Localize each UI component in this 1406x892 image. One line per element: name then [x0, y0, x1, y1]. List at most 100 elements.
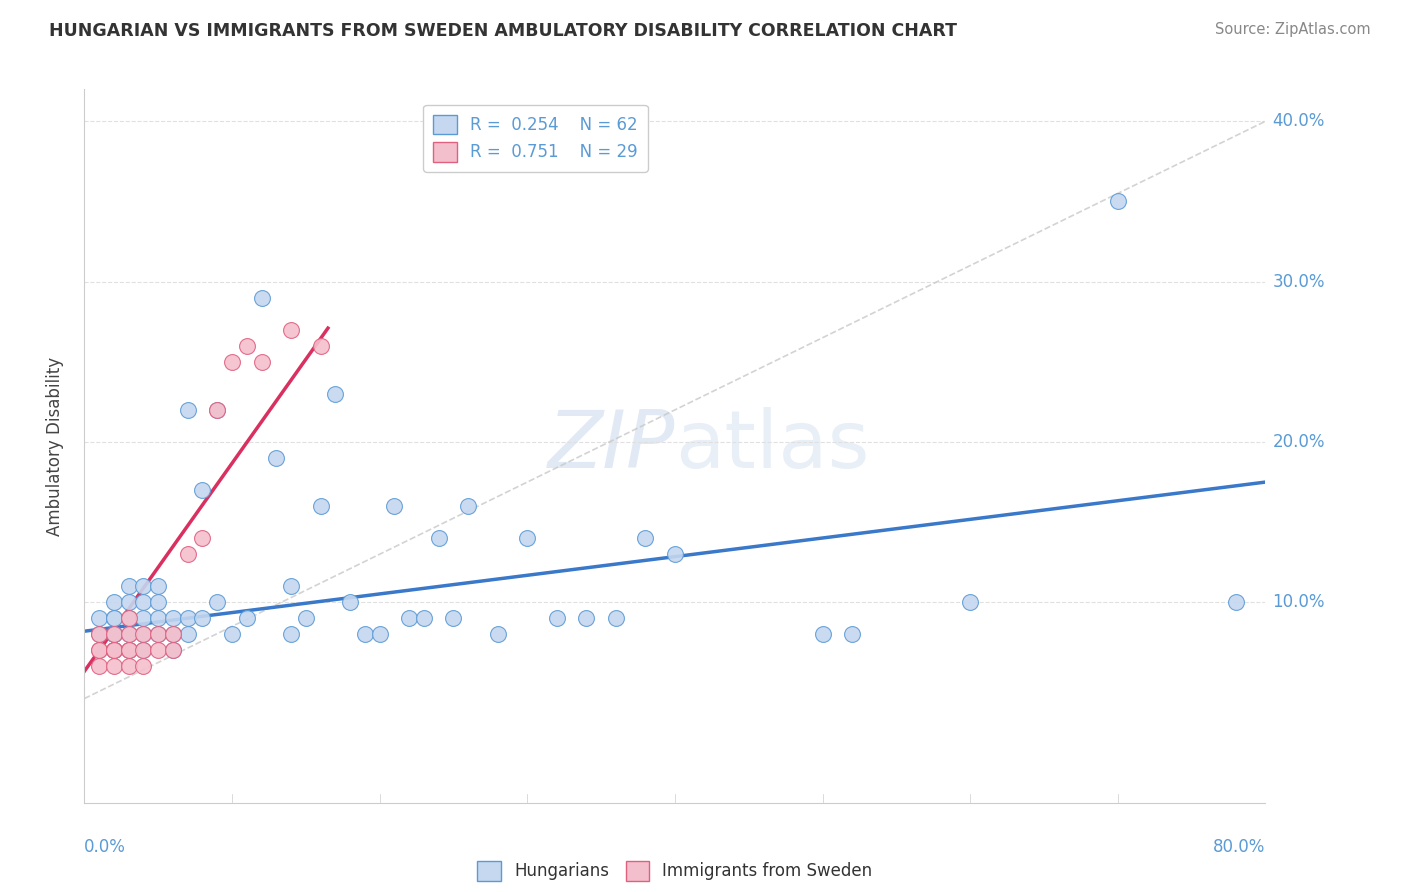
Point: [205, 403, 228, 417]
Text: 0.0%: 0.0%: [84, 838, 127, 856]
Point: [516, 531, 538, 545]
Point: [191, 611, 214, 625]
Point: [457, 499, 479, 513]
Point: [162, 643, 184, 657]
Point: [235, 339, 259, 353]
Point: [103, 627, 125, 641]
Point: [148, 595, 170, 609]
Point: [205, 403, 228, 417]
Point: [87, 627, 111, 641]
Point: [103, 611, 125, 625]
Point: [118, 643, 141, 657]
Point: [1225, 595, 1247, 609]
Point: [280, 579, 302, 593]
Text: HUNGARIAN VS IMMIGRANTS FROM SWEDEN AMBULATORY DISABILITY CORRELATION CHART: HUNGARIAN VS IMMIGRANTS FROM SWEDEN AMBU…: [49, 22, 957, 40]
Point: [132, 579, 155, 593]
Point: [87, 611, 111, 625]
Point: [132, 627, 155, 641]
Point: [605, 611, 627, 625]
Point: [486, 627, 509, 641]
Point: [382, 499, 406, 513]
Point: [441, 611, 464, 625]
Point: [103, 643, 125, 657]
Point: [148, 579, 170, 593]
Point: [148, 627, 170, 641]
Text: 20.0%: 20.0%: [1272, 433, 1324, 451]
Point: [132, 659, 155, 673]
Text: 80.0%: 80.0%: [1213, 838, 1265, 856]
Point: [103, 627, 125, 641]
Text: ZIP: ZIP: [547, 407, 675, 485]
Point: [132, 643, 155, 657]
Point: [339, 595, 361, 609]
Point: [841, 627, 863, 641]
Point: [148, 643, 170, 657]
Point: [103, 643, 125, 657]
Point: [354, 627, 377, 641]
Point: [118, 627, 141, 641]
Point: [118, 595, 141, 609]
Point: [87, 627, 111, 641]
Point: [221, 627, 243, 641]
Point: [118, 579, 141, 593]
Point: [1107, 194, 1129, 209]
Point: [103, 659, 125, 673]
Point: [87, 643, 111, 657]
Point: [132, 611, 155, 625]
Y-axis label: Ambulatory Disability: Ambulatory Disability: [45, 357, 63, 535]
Point: [811, 627, 834, 641]
Point: [177, 403, 200, 417]
Point: [205, 595, 228, 609]
Legend: Hungarians, Immigrants from Sweden: Hungarians, Immigrants from Sweden: [471, 855, 879, 888]
Text: atlas: atlas: [675, 407, 869, 485]
Point: [413, 611, 436, 625]
Point: [191, 483, 214, 497]
Point: [295, 611, 318, 625]
Point: [546, 611, 568, 625]
Point: [221, 355, 243, 369]
Point: [148, 627, 170, 641]
Point: [87, 643, 111, 657]
Point: [398, 611, 420, 625]
Point: [162, 627, 184, 641]
Point: [235, 611, 259, 625]
Text: 30.0%: 30.0%: [1272, 273, 1324, 291]
Point: [280, 627, 302, 641]
Point: [103, 643, 125, 657]
Point: [118, 643, 141, 657]
Point: [323, 387, 347, 401]
Point: [87, 659, 111, 673]
Point: [280, 323, 302, 337]
Point: [309, 339, 332, 353]
Point: [132, 595, 155, 609]
Point: [103, 595, 125, 609]
Point: [634, 531, 657, 545]
Point: [148, 611, 170, 625]
Point: [309, 499, 332, 513]
Point: [118, 643, 141, 657]
Text: 40.0%: 40.0%: [1272, 112, 1324, 130]
Point: [103, 643, 125, 657]
Point: [162, 643, 184, 657]
Point: [177, 611, 200, 625]
Point: [162, 611, 184, 625]
Point: [427, 531, 450, 545]
Point: [250, 355, 273, 369]
Point: [368, 627, 391, 641]
Point: [162, 627, 184, 641]
Point: [118, 611, 141, 625]
Point: [132, 627, 155, 641]
Point: [118, 627, 141, 641]
Point: [959, 595, 981, 609]
Point: [575, 611, 598, 625]
Point: [250, 291, 273, 305]
Point: [264, 450, 288, 465]
Text: 10.0%: 10.0%: [1272, 593, 1324, 611]
Point: [177, 627, 200, 641]
Point: [664, 547, 686, 561]
Point: [132, 643, 155, 657]
Point: [177, 547, 200, 561]
Point: [191, 531, 214, 545]
Point: [103, 627, 125, 641]
Point: [103, 611, 125, 625]
